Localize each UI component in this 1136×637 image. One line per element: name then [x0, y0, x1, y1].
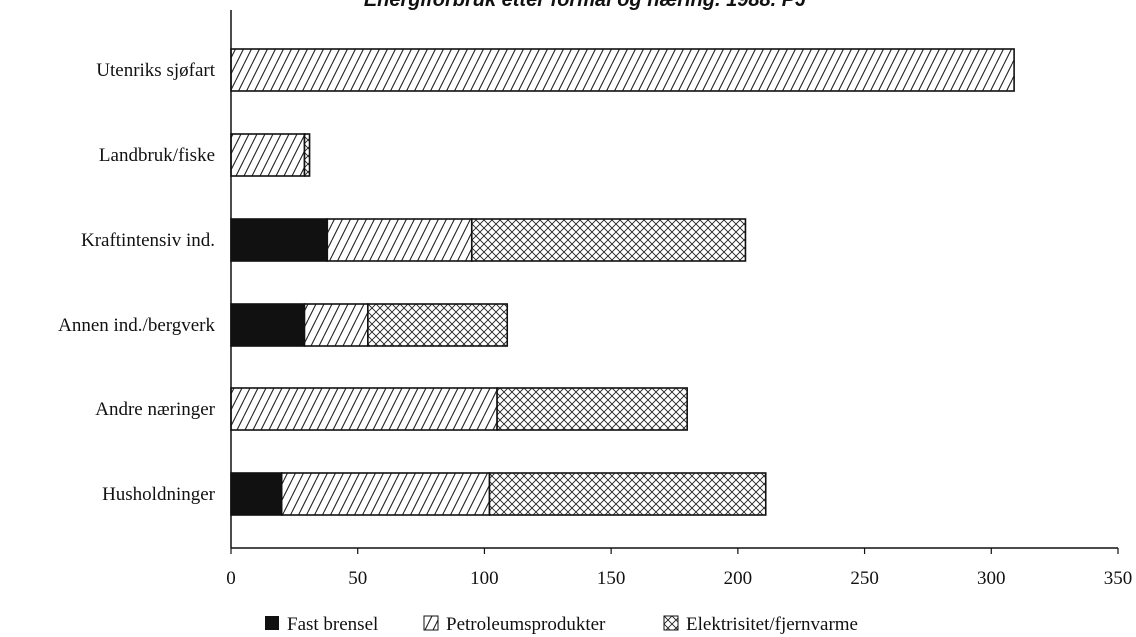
x-tick-label-0: 0 [226, 568, 236, 589]
x-tick-label-200: 200 [724, 568, 753, 589]
bar-husholdninger-fast-brensel [230, 472, 283, 516]
chart-title: Energiforbruk etter formål og næring. 19… [364, 0, 807, 11]
legend-swatch-elektrisitet-fjernvarme [663, 615, 679, 631]
bar-utenriks-sjofart-petroleumsprodukter [230, 48, 1015, 92]
bar-andre-naeringer-petroleumsprodukter [230, 387, 498, 431]
x-tick-label-100: 100 [470, 568, 499, 589]
category-label-utenriks-sjofart: Utenriks sjøfart [96, 60, 215, 81]
legend-label-petroleumsprodukter: Petroleumsprodukter [446, 614, 606, 635]
bar-husholdninger-elektrisitet-fjernvarme [488, 472, 767, 516]
category-label-annen-ind-bergverk: Annen ind./bergverk [58, 315, 215, 336]
legend-swatch-petroleumsprodukter [423, 615, 439, 631]
bar-andre-naeringer-elektrisitet-fjernvarme [496, 387, 688, 431]
bar-kraftintensiv-ind-fast-brensel [230, 218, 329, 262]
x-axis-ticks: 0 50 100 150 200 250 300 350 [226, 548, 1132, 589]
x-tick-label-250: 250 [850, 568, 879, 589]
bar-annen-ind-bergverk-petroleumsprodukter [303, 303, 369, 347]
x-tick-label-50: 50 [348, 568, 367, 589]
legend-swatch-fast-brensel [265, 616, 279, 630]
bar-kraftintensiv-ind-elektrisitet-fjernvarme [470, 218, 747, 262]
bar-husholdninger-petroleumsprodukter [280, 472, 491, 516]
x-tick-label-150: 150 [597, 568, 626, 589]
legend-label-fast-brensel: Fast brensel [287, 614, 378, 635]
legend-label-elektrisitet-fjernvarme: Elektrisitet/fjernvarme [686, 614, 858, 635]
category-label-andre-naeringer: Andre næringer [95, 399, 215, 420]
category-labels: Utenriks sjøfart Landbruk/fiske Kraftinten… [58, 60, 216, 505]
legend: Fast brensel Petroleumsprodukter Elektri… [265, 614, 858, 635]
bar-landbruk-fiske-elektrisitet-fjernvarme [303, 133, 311, 177]
bars-group [230, 48, 1015, 516]
x-tick-label-300: 300 [977, 568, 1006, 589]
category-label-landbruk-fiske: Landbruk/fiske [99, 145, 215, 166]
bar-landbruk-fiske-petroleumsprodukter [230, 133, 306, 177]
x-tick-label-350: 350 [1104, 568, 1133, 589]
category-label-husholdninger: Husholdninger [102, 484, 216, 505]
bar-annen-ind-bergverk-elektrisitet-fjernvarme [367, 303, 509, 347]
bar-kraftintensiv-ind-petroleumsprodukter [326, 218, 473, 262]
bar-annen-ind-bergverk-fast-brensel [230, 303, 306, 347]
category-label-kraftintensiv-ind: Kraftintensiv ind. [81, 230, 215, 251]
